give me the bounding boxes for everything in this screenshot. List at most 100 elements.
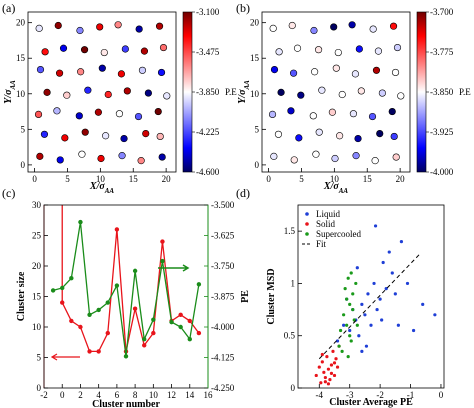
particle: [55, 69, 64, 77]
series-line: [52, 221, 200, 357]
particle: [34, 110, 43, 118]
x-tick-label: 0: [439, 390, 444, 400]
particle: [77, 68, 85, 76]
x-tick-label: 20: [396, 174, 406, 184]
y-tick-label: 30: [32, 200, 42, 210]
series-marker: [123, 354, 129, 359]
y-axis-label: Y/σAA: [3, 80, 17, 104]
particle: [338, 90, 346, 99]
particle: [63, 91, 71, 99]
particle: [144, 89, 152, 97]
series-marker: [132, 306, 138, 311]
particle: [123, 87, 131, 95]
point: [348, 328, 352, 333]
y-tick-label: 5: [255, 124, 260, 134]
particle: [378, 89, 386, 97]
particle: [334, 48, 342, 57]
particle: [98, 64, 106, 72]
particle: [357, 87, 365, 95]
panel-label: (d): [236, 186, 250, 200]
colorbar-tick-label: -3.850: [430, 87, 454, 97]
x-tick-label: 0: [266, 174, 271, 184]
y-tick-label: 1.5: [284, 226, 296, 236]
x-tick-label: -4: [316, 390, 324, 400]
series-marker: [69, 276, 74, 281]
particle: [120, 134, 128, 143]
point: [351, 307, 355, 312]
panel-label: (b): [236, 1, 250, 15]
series-marker: [69, 318, 74, 324]
point: [332, 361, 337, 365]
particle: [269, 24, 277, 32]
series-marker: [187, 337, 192, 342]
particle: [134, 112, 143, 121]
particle: [36, 66, 45, 74]
particle: [289, 69, 298, 77]
particle: [354, 134, 362, 143]
legend-marker: [305, 232, 309, 236]
legend-label: Supercooled: [316, 229, 361, 239]
y-tick-label: 20: [32, 261, 42, 271]
fit-line: [318, 253, 421, 360]
series-marker: [132, 268, 138, 274]
series-marker: [60, 300, 65, 305]
point: [345, 323, 349, 327]
x-tick-label: 4: [96, 390, 101, 400]
y-tick-label: 15: [32, 292, 42, 302]
x-tick-label: 6: [115, 390, 120, 400]
point: [349, 339, 353, 343]
particle: [392, 153, 400, 161]
y2-tick-label: -3.750: [211, 261, 235, 271]
x-tick-label: 10: [330, 174, 340, 184]
series-marker: [105, 330, 110, 336]
series-marker: [142, 337, 147, 342]
particle: [53, 107, 61, 115]
y-tick-label: 10: [32, 322, 42, 332]
panel-label: (a): [2, 1, 15, 15]
colorbar-tick-label: -3.925: [430, 127, 454, 137]
particle: [295, 134, 303, 142]
point: [399, 240, 404, 244]
particle: [114, 21, 122, 29]
particle: [368, 112, 377, 121]
particle: [156, 132, 164, 141]
particle: [157, 68, 166, 77]
point: [364, 344, 369, 348]
point: [320, 360, 324, 364]
point: [337, 344, 341, 348]
point: [421, 302, 425, 306]
particle: [311, 68, 319, 76]
particle: [155, 22, 164, 30]
x-tick-label: 8: [133, 390, 138, 400]
particle: [312, 150, 320, 158]
point: [381, 260, 385, 265]
point: [332, 373, 337, 378]
y-tick-label: 0: [21, 160, 26, 170]
point: [360, 302, 364, 306]
point: [329, 371, 334, 375]
y-tick-label: 25: [32, 231, 42, 241]
point: [319, 381, 323, 385]
particle: [40, 130, 49, 138]
frame-right: [207, 205, 209, 388]
point: [387, 250, 391, 254]
point: [354, 281, 358, 286]
frame: [43, 204, 209, 389]
particle: [352, 152, 360, 160]
legend-marker: [305, 212, 309, 216]
point: [335, 339, 340, 343]
point: [346, 276, 350, 280]
colorbar-tick-label: -4.000: [430, 167, 454, 177]
particle: [288, 21, 296, 30]
point: [342, 323, 346, 327]
particle: [268, 110, 277, 118]
series-marker: [87, 312, 92, 317]
y-axis-label: Cluster size: [16, 271, 27, 321]
x-axis-label: X/σAA: [323, 181, 349, 195]
particle: [330, 23, 338, 31]
particle: [54, 21, 62, 30]
y2-tick-label: -3.875: [211, 292, 235, 302]
x-tick-label: 16: [204, 390, 214, 400]
panel: (a)0 5 10 15 2005101520X/σAAY/σAA-3.100-3.47…: [2, 1, 237, 195]
